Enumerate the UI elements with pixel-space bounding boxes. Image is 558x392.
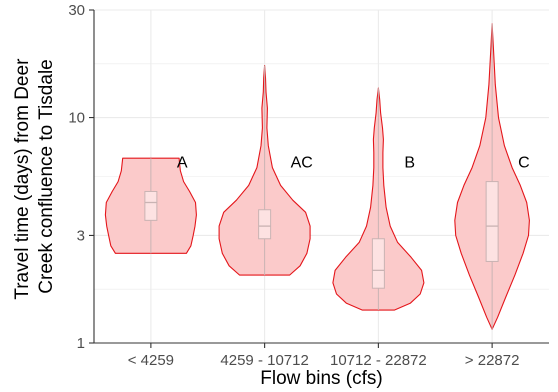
x-tick-label: > 22872 bbox=[465, 352, 520, 369]
group-letter-2: AC bbox=[291, 155, 313, 172]
x-ticks: < 4259 4259 - 10712 10712 - 22872 > 22872 bbox=[128, 343, 520, 369]
box-1 bbox=[144, 190, 158, 221]
box-2 bbox=[258, 209, 272, 240]
group-letter-3: B bbox=[404, 155, 415, 172]
y-axis-title-line-2: Creek confluence to Tisdale bbox=[36, 59, 57, 293]
x-axis-title: Flow bins (cfs) bbox=[260, 368, 382, 389]
y-tick-label: 1 bbox=[77, 335, 85, 352]
y-tick-label: 10 bbox=[68, 110, 85, 127]
y-tick-label: 3 bbox=[77, 227, 85, 244]
box-3 bbox=[371, 238, 385, 289]
y-tick-label: 30 bbox=[68, 2, 85, 19]
x-tick-label: 4259 - 10712 bbox=[220, 352, 308, 369]
x-tick-label: < 4259 bbox=[128, 352, 174, 369]
y-axis-title-line-1: Travel time (days) from Deer bbox=[12, 58, 33, 300]
violins bbox=[104, 23, 530, 330]
y-axis-title: Travel time (days) from Deer Creek confl… bbox=[12, 53, 57, 299]
group-letter-4: C bbox=[518, 155, 530, 172]
axes bbox=[93, 10, 549, 344]
y-ticks: 1 3 10 30 bbox=[68, 2, 94, 352]
group-letter-1: A bbox=[177, 155, 188, 172]
x-tick-label: 10712 - 22872 bbox=[330, 352, 427, 369]
group-letters: A AC B C bbox=[177, 155, 530, 172]
box-4 bbox=[485, 181, 499, 262]
